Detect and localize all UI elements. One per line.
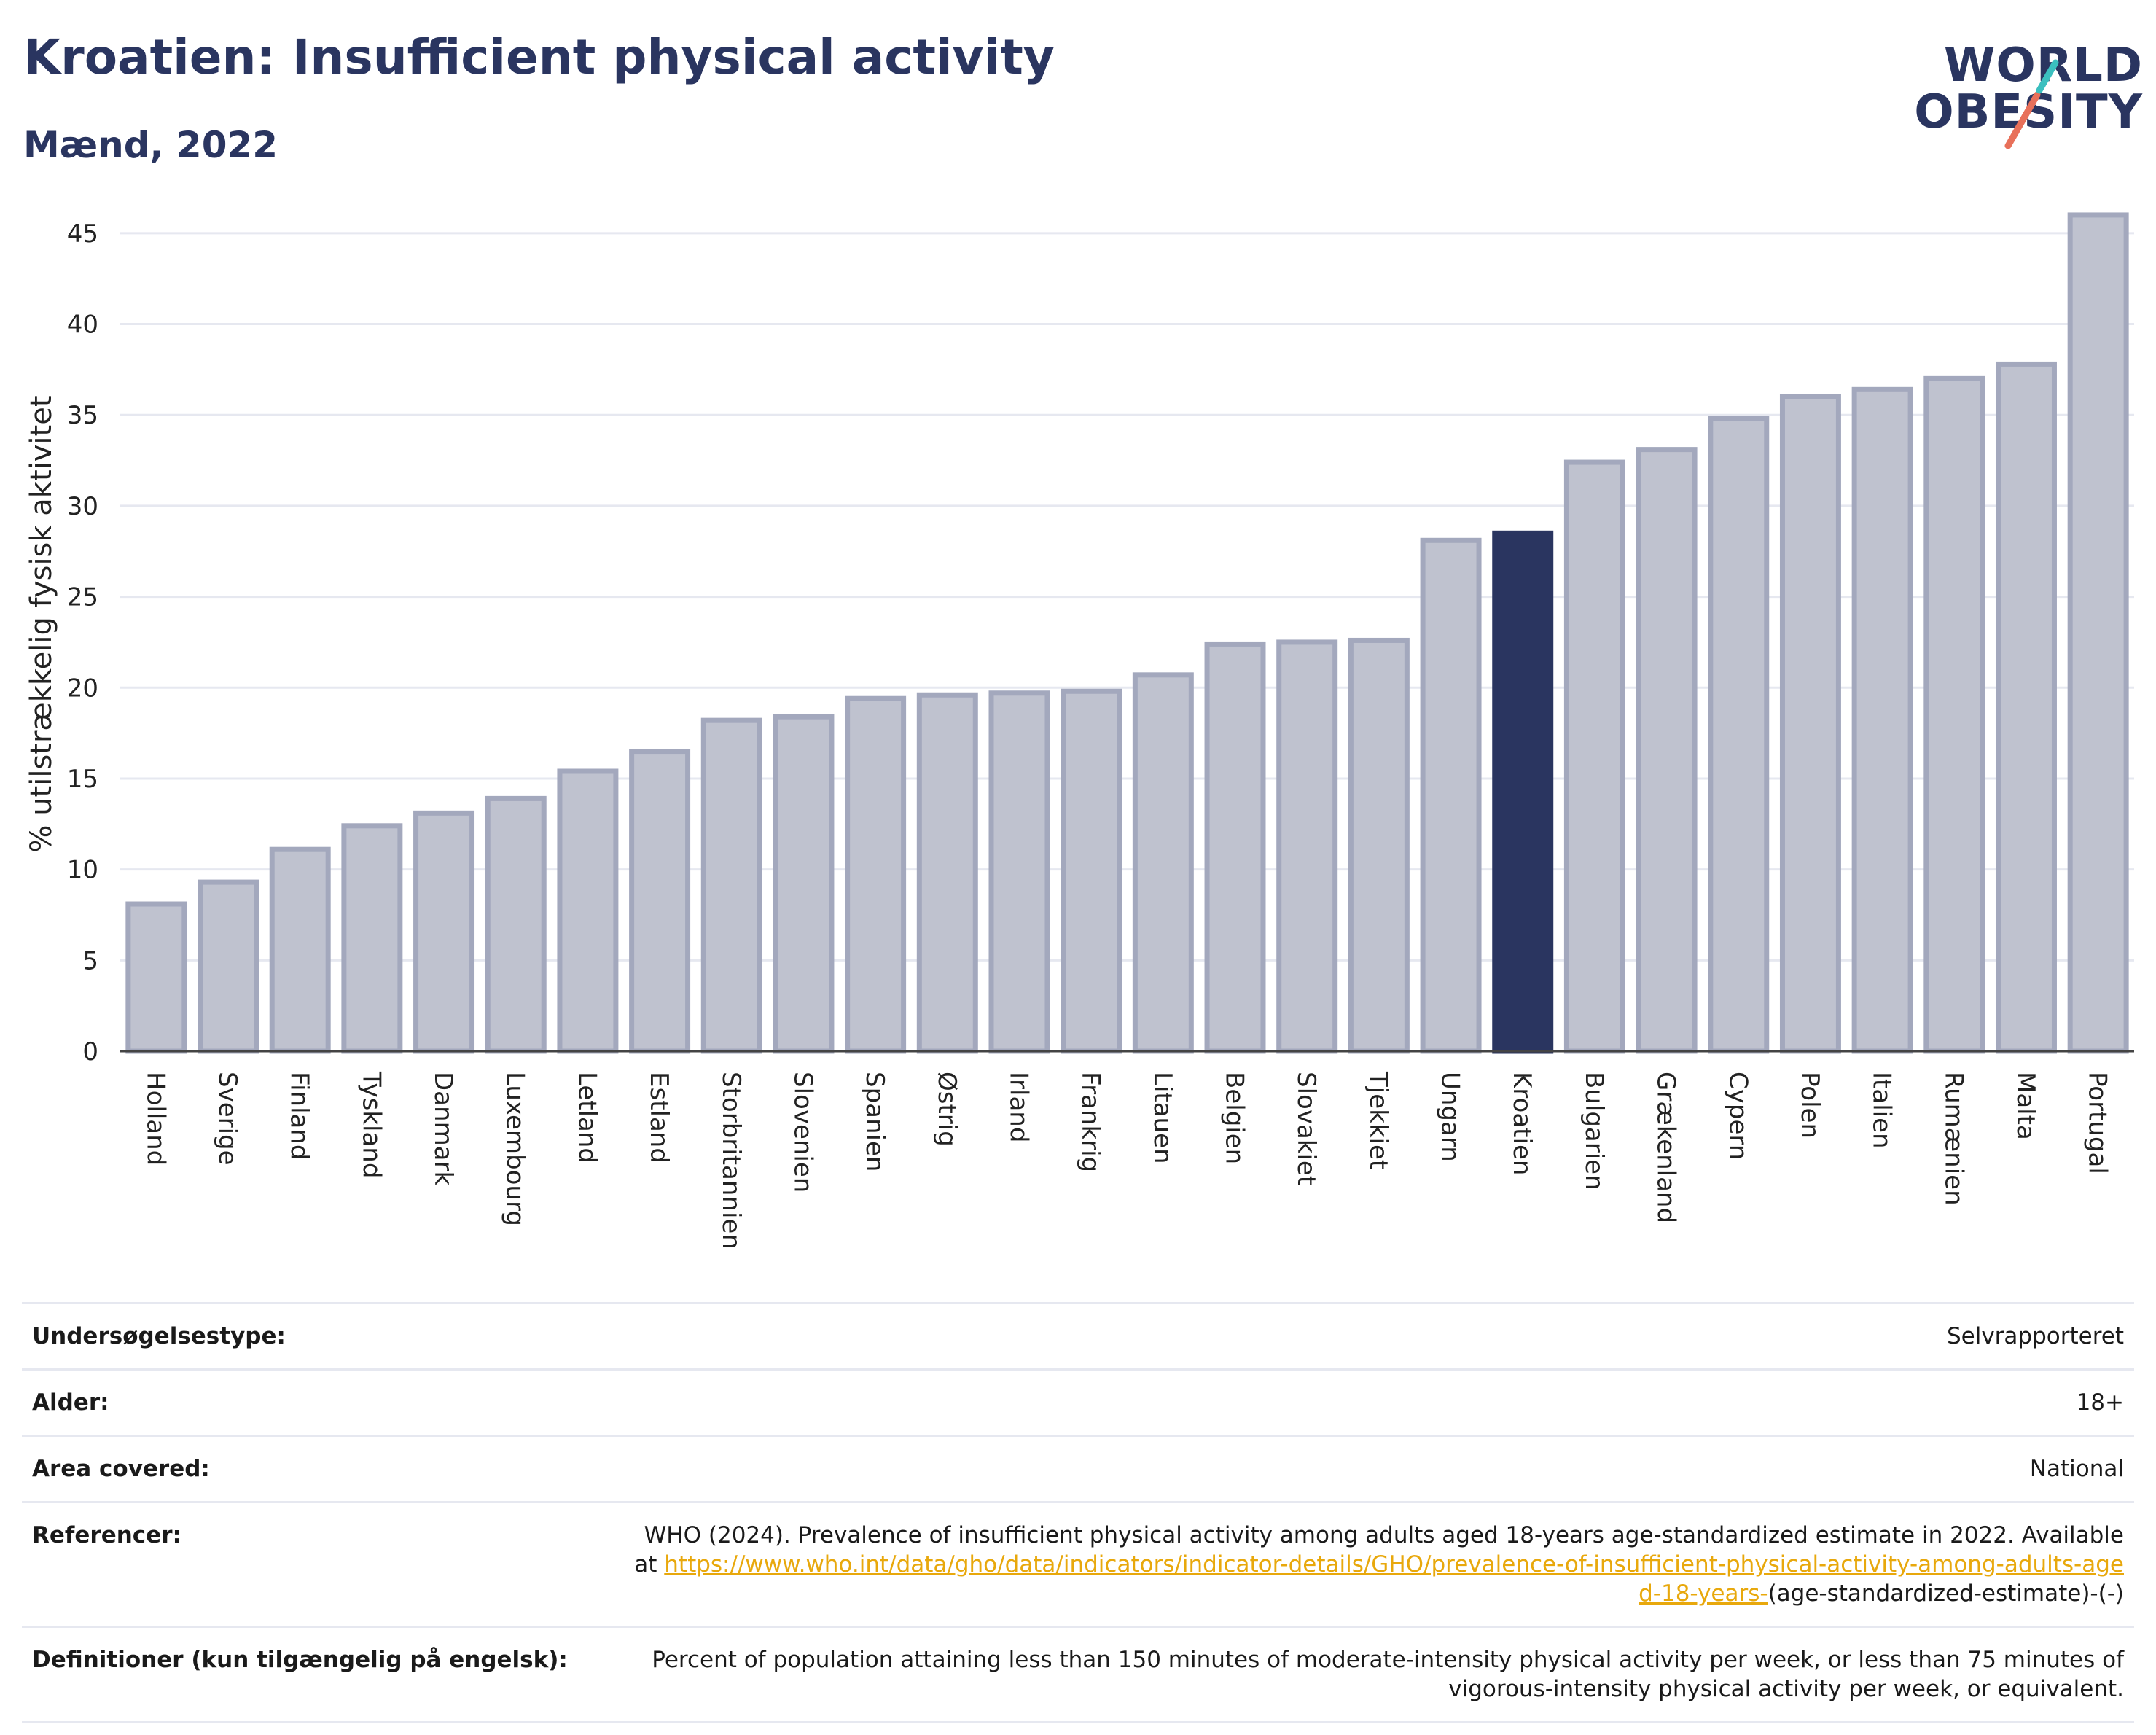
x-tick-label: Belgien	[1220, 1072, 1249, 1164]
bar-slovakiet	[1276, 639, 1338, 1054]
bar-frankrig	[1061, 688, 1122, 1054]
bar-danmark	[413, 810, 475, 1054]
y-tick-label: 5	[82, 946, 98, 975]
bar-litauen	[1132, 672, 1194, 1054]
x-tick-label: Bulgarien	[1579, 1072, 1609, 1190]
logo-slash-icon	[2004, 59, 2059, 149]
bar-cypern	[1708, 416, 1770, 1054]
bar-estland	[629, 749, 691, 1054]
y-tick-label: 10	[67, 856, 98, 885]
x-tick-label: Malta	[2011, 1072, 2040, 1140]
x-tick-label: Portugal	[2083, 1072, 2112, 1174]
bar-østrig	[916, 692, 978, 1054]
bar-portugal	[2067, 212, 2129, 1054]
bar-grækenland	[1636, 447, 1698, 1054]
bar-sverige	[198, 879, 259, 1054]
bar-chart: 0 5 10 15 20 25 30 35 40 45 % utilstrækkelig fysis…	[25, 212, 2134, 1249]
info-row-area: Area covered: National	[22, 1435, 2134, 1502]
x-tick-label: Tyskland	[356, 1071, 386, 1178]
survey-type-value: Selvrapporteret	[611, 1302, 2134, 1370]
references-link[interactable]: https://www.who.int/data/gho/data/indica…	[664, 1551, 2124, 1607]
y-tick-label: 15	[67, 765, 98, 794]
x-tick-label: Holland	[141, 1072, 170, 1166]
references-suffix: (age-standardized-estimate)-(-)	[1768, 1580, 2124, 1607]
bar-finland	[269, 846, 331, 1054]
age-label: Alder:	[22, 1368, 611, 1436]
info-row-definitions: Definitioner (kun tilgængelig på engelsk…	[22, 1626, 2134, 1723]
bar-luxembourg	[485, 795, 547, 1054]
y-tick-label: 30	[67, 492, 98, 521]
y-tick-label: 25	[67, 583, 98, 612]
y-tick-label: 40	[67, 311, 98, 340]
bar-tyskland	[341, 823, 403, 1054]
bar-spanien	[845, 695, 907, 1054]
info-row-references: Referencer: WHO (2024). Prevalence of in…	[22, 1501, 2134, 1627]
world-obesity-logo: WORLD OBESITY	[1895, 22, 2143, 153]
x-tick-label: Finland	[285, 1072, 314, 1161]
bar-kroatien	[1492, 530, 1554, 1054]
info-table: Undersøgelsestype: Selvrapporteret Alder…	[22, 1302, 2134, 1723]
bar-holland	[125, 901, 187, 1054]
y-axis-label: % utilstrækkelig fysisk aktivitet	[25, 395, 58, 852]
x-tick-label: Rumænien	[1939, 1072, 1968, 1206]
x-tick-label: Danmark	[429, 1072, 458, 1185]
area-label: Area covered:	[22, 1435, 611, 1502]
info-row-survey-type: Undersøgelsestype: Selvrapporteret	[22, 1302, 2134, 1370]
survey-type-label: Undersøgelsestype:	[22, 1302, 611, 1370]
y-tick-label: 35	[67, 401, 98, 430]
x-tick-label: Polen	[1795, 1072, 1824, 1139]
info-row-age: Alder: 18+	[22, 1368, 2134, 1436]
age-value: 18+	[611, 1368, 2134, 1436]
x-tick-label: Sverige	[213, 1072, 242, 1166]
x-tick-label: Cypern	[1723, 1072, 1752, 1160]
definitions-label: Definitioner (kun tilgængelig på engelsk…	[22, 1626, 611, 1723]
x-tick-label: Storbritannien	[716, 1072, 746, 1249]
bar-bulgarien	[1563, 459, 1625, 1054]
bar-ungarn	[1420, 537, 1482, 1054]
x-tick-label: Slovakiet	[1292, 1072, 1321, 1185]
x-tick-label: Ungarn	[1436, 1072, 1465, 1162]
y-tick-label: 20	[67, 674, 98, 703]
bar-storbritannien	[700, 717, 762, 1054]
bar-italien	[1851, 386, 1913, 1054]
bar-slovenien	[773, 714, 835, 1054]
x-tick-label: Luxembourg	[501, 1072, 530, 1226]
definitions-value: Percent of population attaining less tha…	[611, 1626, 2134, 1723]
x-tick-label: Tjekkiet	[1364, 1071, 1393, 1169]
bar-malta	[1995, 361, 2057, 1054]
area-value: National	[611, 1435, 2134, 1502]
references-label: Referencer:	[22, 1501, 611, 1627]
page-subtitle: Mænd, 2022	[23, 124, 278, 166]
x-tick-label: Grækenland	[1652, 1072, 1681, 1223]
references-text: WHO (2024). Prevalence of insufficient p…	[634, 1522, 2124, 1578]
x-tick-label: Irland	[1004, 1072, 1033, 1142]
bar-irland	[988, 690, 1050, 1054]
x-tick-label: Frankrig	[1076, 1072, 1105, 1172]
bar-tjekkiet	[1348, 637, 1410, 1054]
x-tick-label: Litauen	[1148, 1072, 1177, 1164]
references-value: WHO (2024). Prevalence of insufficient p…	[611, 1501, 2134, 1627]
bar-polen	[1779, 394, 1841, 1054]
bar-letland	[557, 768, 619, 1054]
x-tick-label: Kroatien	[1507, 1072, 1536, 1175]
page-title: Kroatien: Insufficient physical activity	[23, 29, 1055, 85]
x-tick-label: Estland	[644, 1072, 673, 1163]
x-tick-label: Letland	[572, 1072, 601, 1163]
bar-belgien	[1204, 641, 1266, 1054]
x-tick-label: Italien	[1867, 1072, 1897, 1149]
y-tick-label: 0	[82, 1037, 98, 1067]
x-tick-label: Slovenien	[788, 1072, 817, 1193]
y-tick-label: 45	[67, 219, 98, 249]
x-tick-label: Spanien	[860, 1072, 889, 1171]
x-tick-label: Østrig	[932, 1072, 961, 1147]
bar-rumænien	[1923, 375, 1985, 1054]
